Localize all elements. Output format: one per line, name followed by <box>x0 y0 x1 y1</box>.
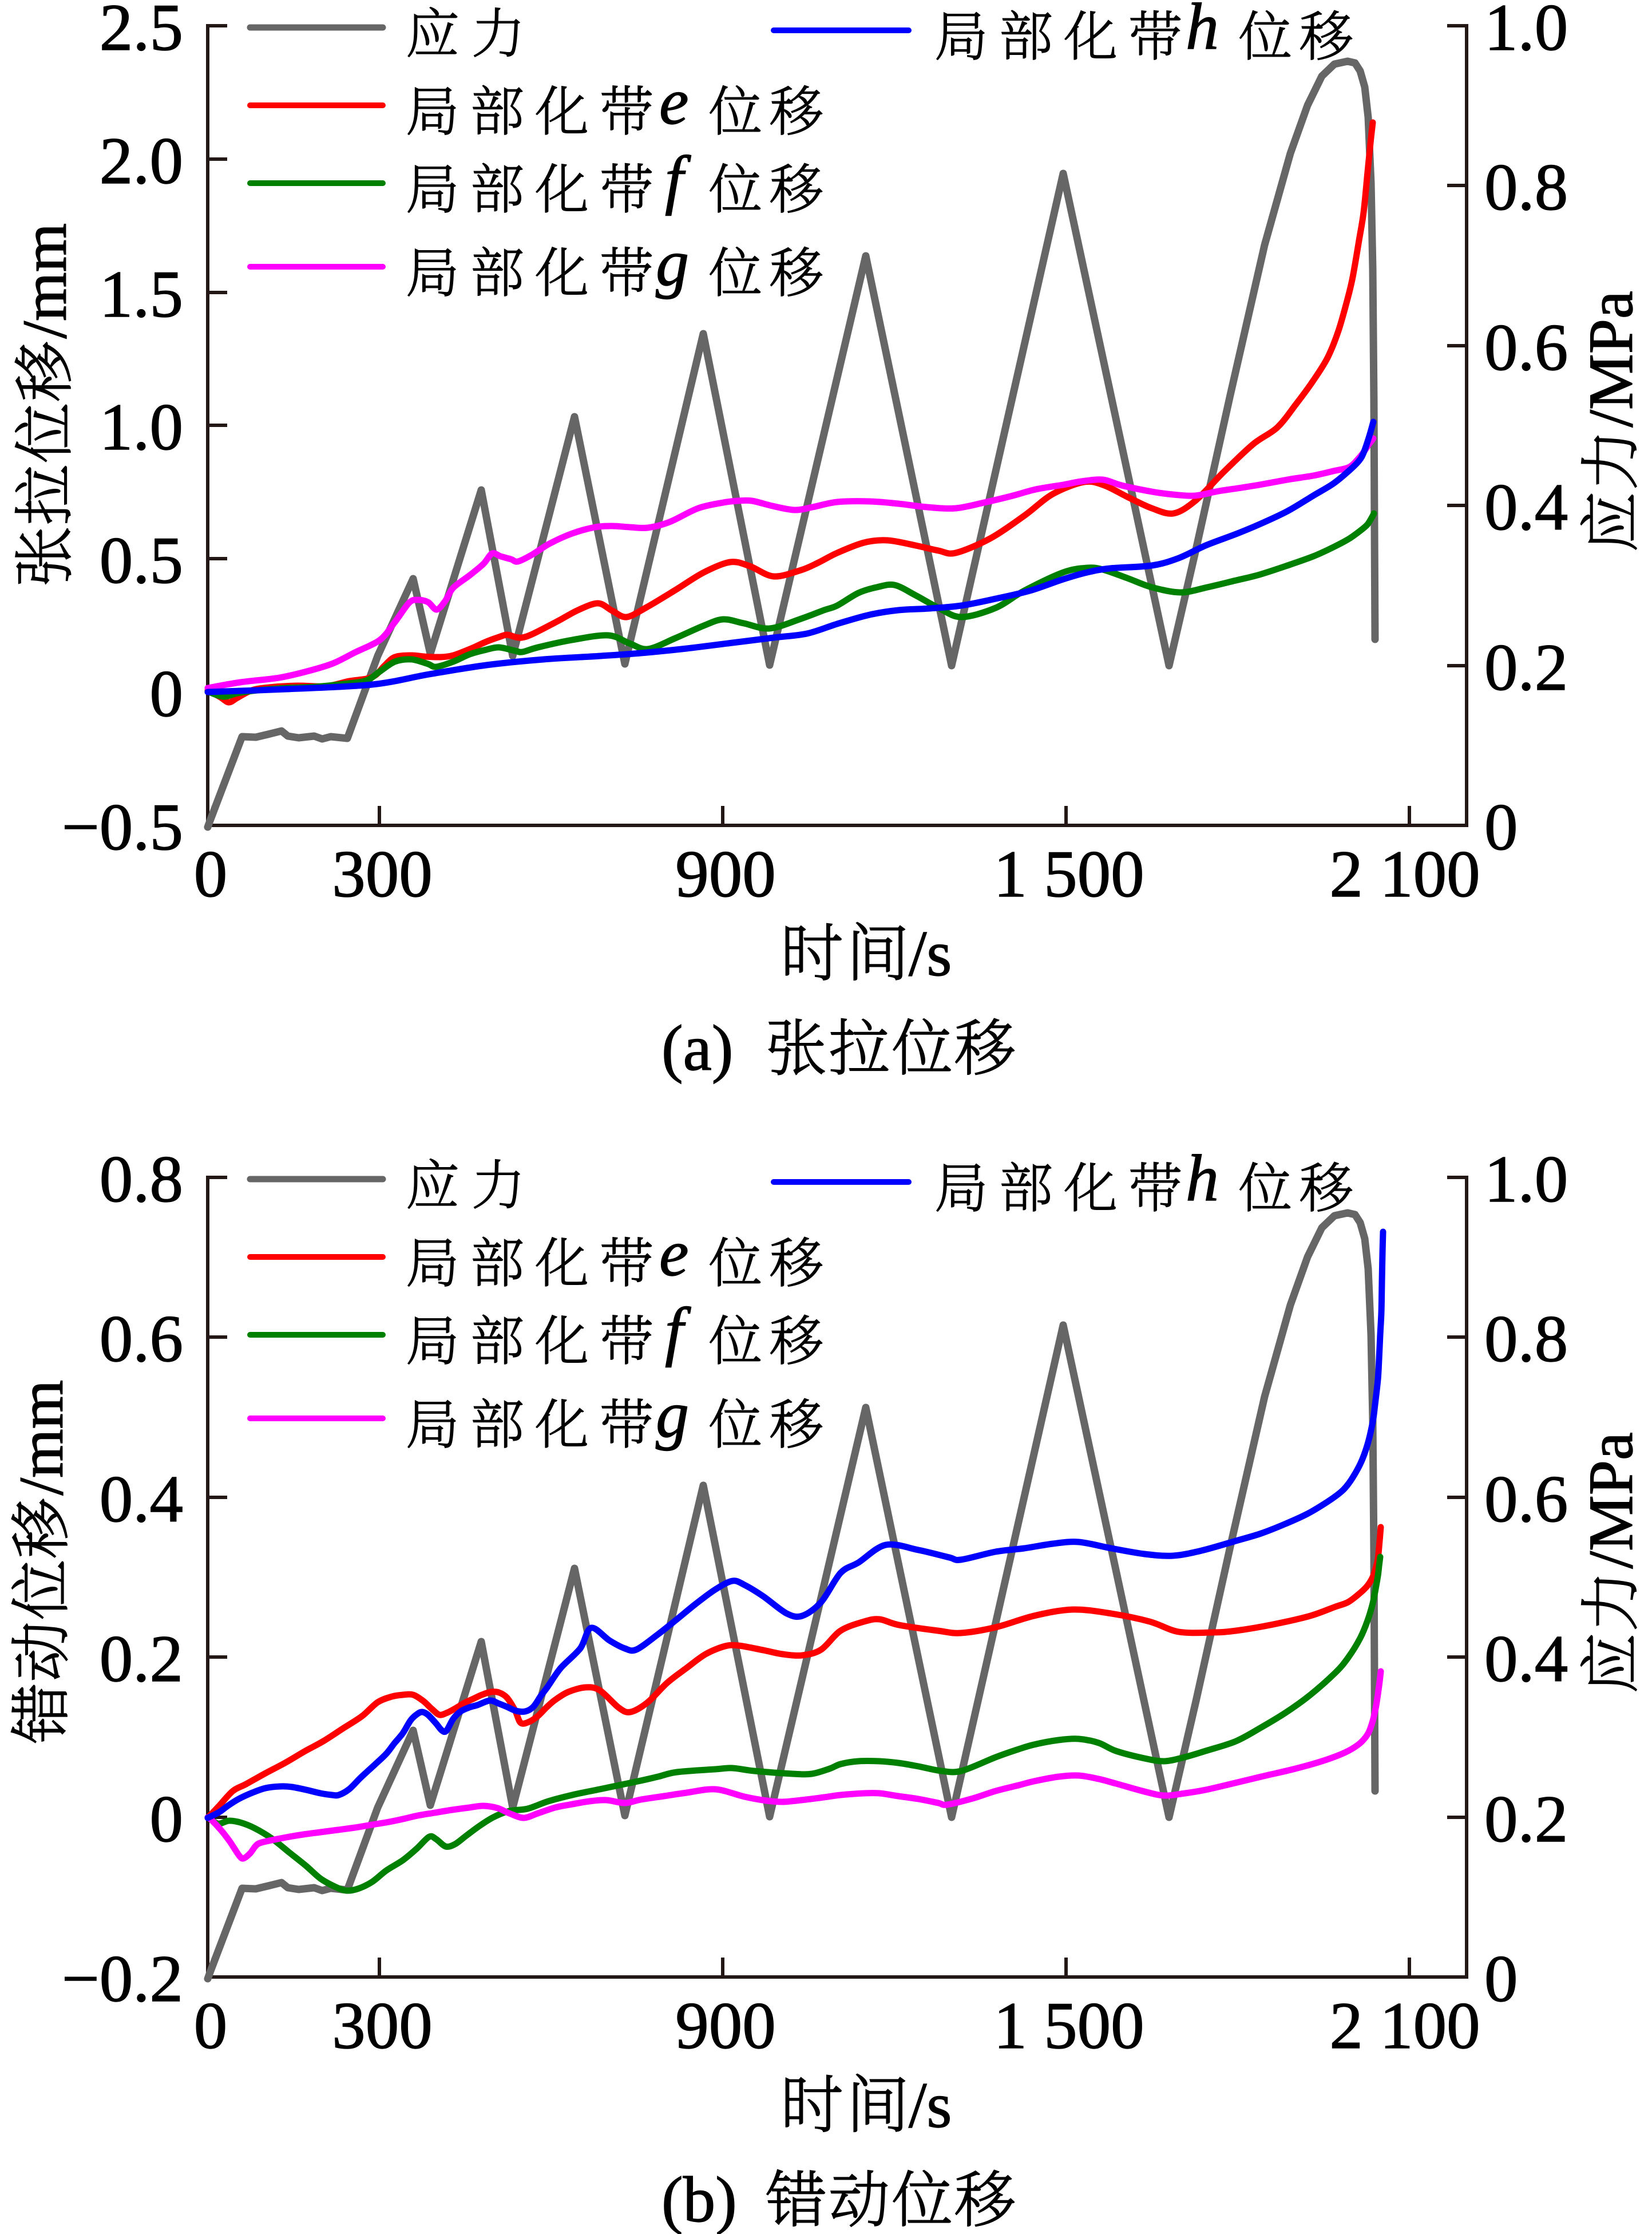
svg-text:0: 0 <box>150 657 184 731</box>
svg-text:900: 900 <box>675 837 776 911</box>
svg-text:0: 0 <box>1484 1942 1518 2016</box>
svg-text:300: 300 <box>332 837 433 911</box>
svg-text:g: g <box>656 1378 689 1452</box>
svg-text:e: e <box>659 65 689 139</box>
svg-text:1.0: 1.0 <box>1484 1142 1568 1216</box>
svg-text:/MPa: /MPa <box>1576 291 1646 427</box>
svg-text:(a): (a) <box>661 1013 733 1084</box>
svg-text:0.6: 0.6 <box>1484 1462 1568 1536</box>
svg-text:h: h <box>1186 1142 1219 1215</box>
svg-text:2 100: 2 100 <box>1329 1989 1480 2063</box>
svg-text:1 500: 1 500 <box>993 1989 1144 2063</box>
svg-text:0.4: 0.4 <box>1484 1622 1568 1696</box>
svg-text:0.5: 0.5 <box>100 524 183 598</box>
svg-text:/s: /s <box>909 2070 952 2141</box>
svg-text:0.4: 0.4 <box>1484 470 1568 544</box>
svg-text:1 500: 1 500 <box>993 837 1144 911</box>
svg-text:0.8: 0.8 <box>1484 1302 1568 1376</box>
svg-text:0.2: 0.2 <box>1484 631 1568 705</box>
svg-text:h: h <box>1186 0 1219 64</box>
svg-text:2.5: 2.5 <box>100 0 183 65</box>
svg-text:(b): (b) <box>661 2164 737 2234</box>
svg-text:0.2: 0.2 <box>100 1622 183 1696</box>
svg-text:0.6: 0.6 <box>100 1302 183 1376</box>
svg-text:/s: /s <box>909 918 952 990</box>
svg-text:0: 0 <box>150 1782 184 1856</box>
svg-text:300: 300 <box>332 1989 433 2063</box>
svg-text:0.2: 0.2 <box>1484 1782 1568 1856</box>
svg-text:0: 0 <box>194 837 228 911</box>
svg-text:−0.2: −0.2 <box>62 1942 183 2016</box>
svg-text:/MPa: /MPa <box>1576 1432 1646 1568</box>
svg-text:900: 900 <box>675 1989 776 2063</box>
svg-text:0.4: 0.4 <box>100 1462 183 1536</box>
svg-text:0.6: 0.6 <box>1484 311 1568 385</box>
svg-text:/mm: /mm <box>6 1380 76 1496</box>
svg-text:2.0: 2.0 <box>100 124 183 198</box>
svg-text:0.8: 0.8 <box>100 1142 183 1216</box>
svg-text:/mm: /mm <box>10 223 80 339</box>
svg-text:e: e <box>659 1217 689 1290</box>
svg-text:−0.5: −0.5 <box>62 790 183 864</box>
svg-text:1.5: 1.5 <box>100 258 183 331</box>
svg-text:1.0: 1.0 <box>100 390 183 464</box>
svg-text:0: 0 <box>194 1989 228 2063</box>
svg-text:2 100: 2 100 <box>1329 837 1480 911</box>
svg-text:g: g <box>656 227 689 300</box>
svg-text:1.0: 1.0 <box>1484 0 1568 65</box>
svg-text:0: 0 <box>1484 790 1518 864</box>
svg-text:0.8: 0.8 <box>1484 151 1568 224</box>
